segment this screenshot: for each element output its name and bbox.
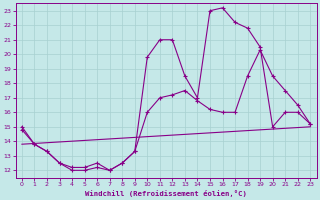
X-axis label: Windchill (Refroidissement éolien,°C): Windchill (Refroidissement éolien,°C)	[85, 190, 247, 197]
